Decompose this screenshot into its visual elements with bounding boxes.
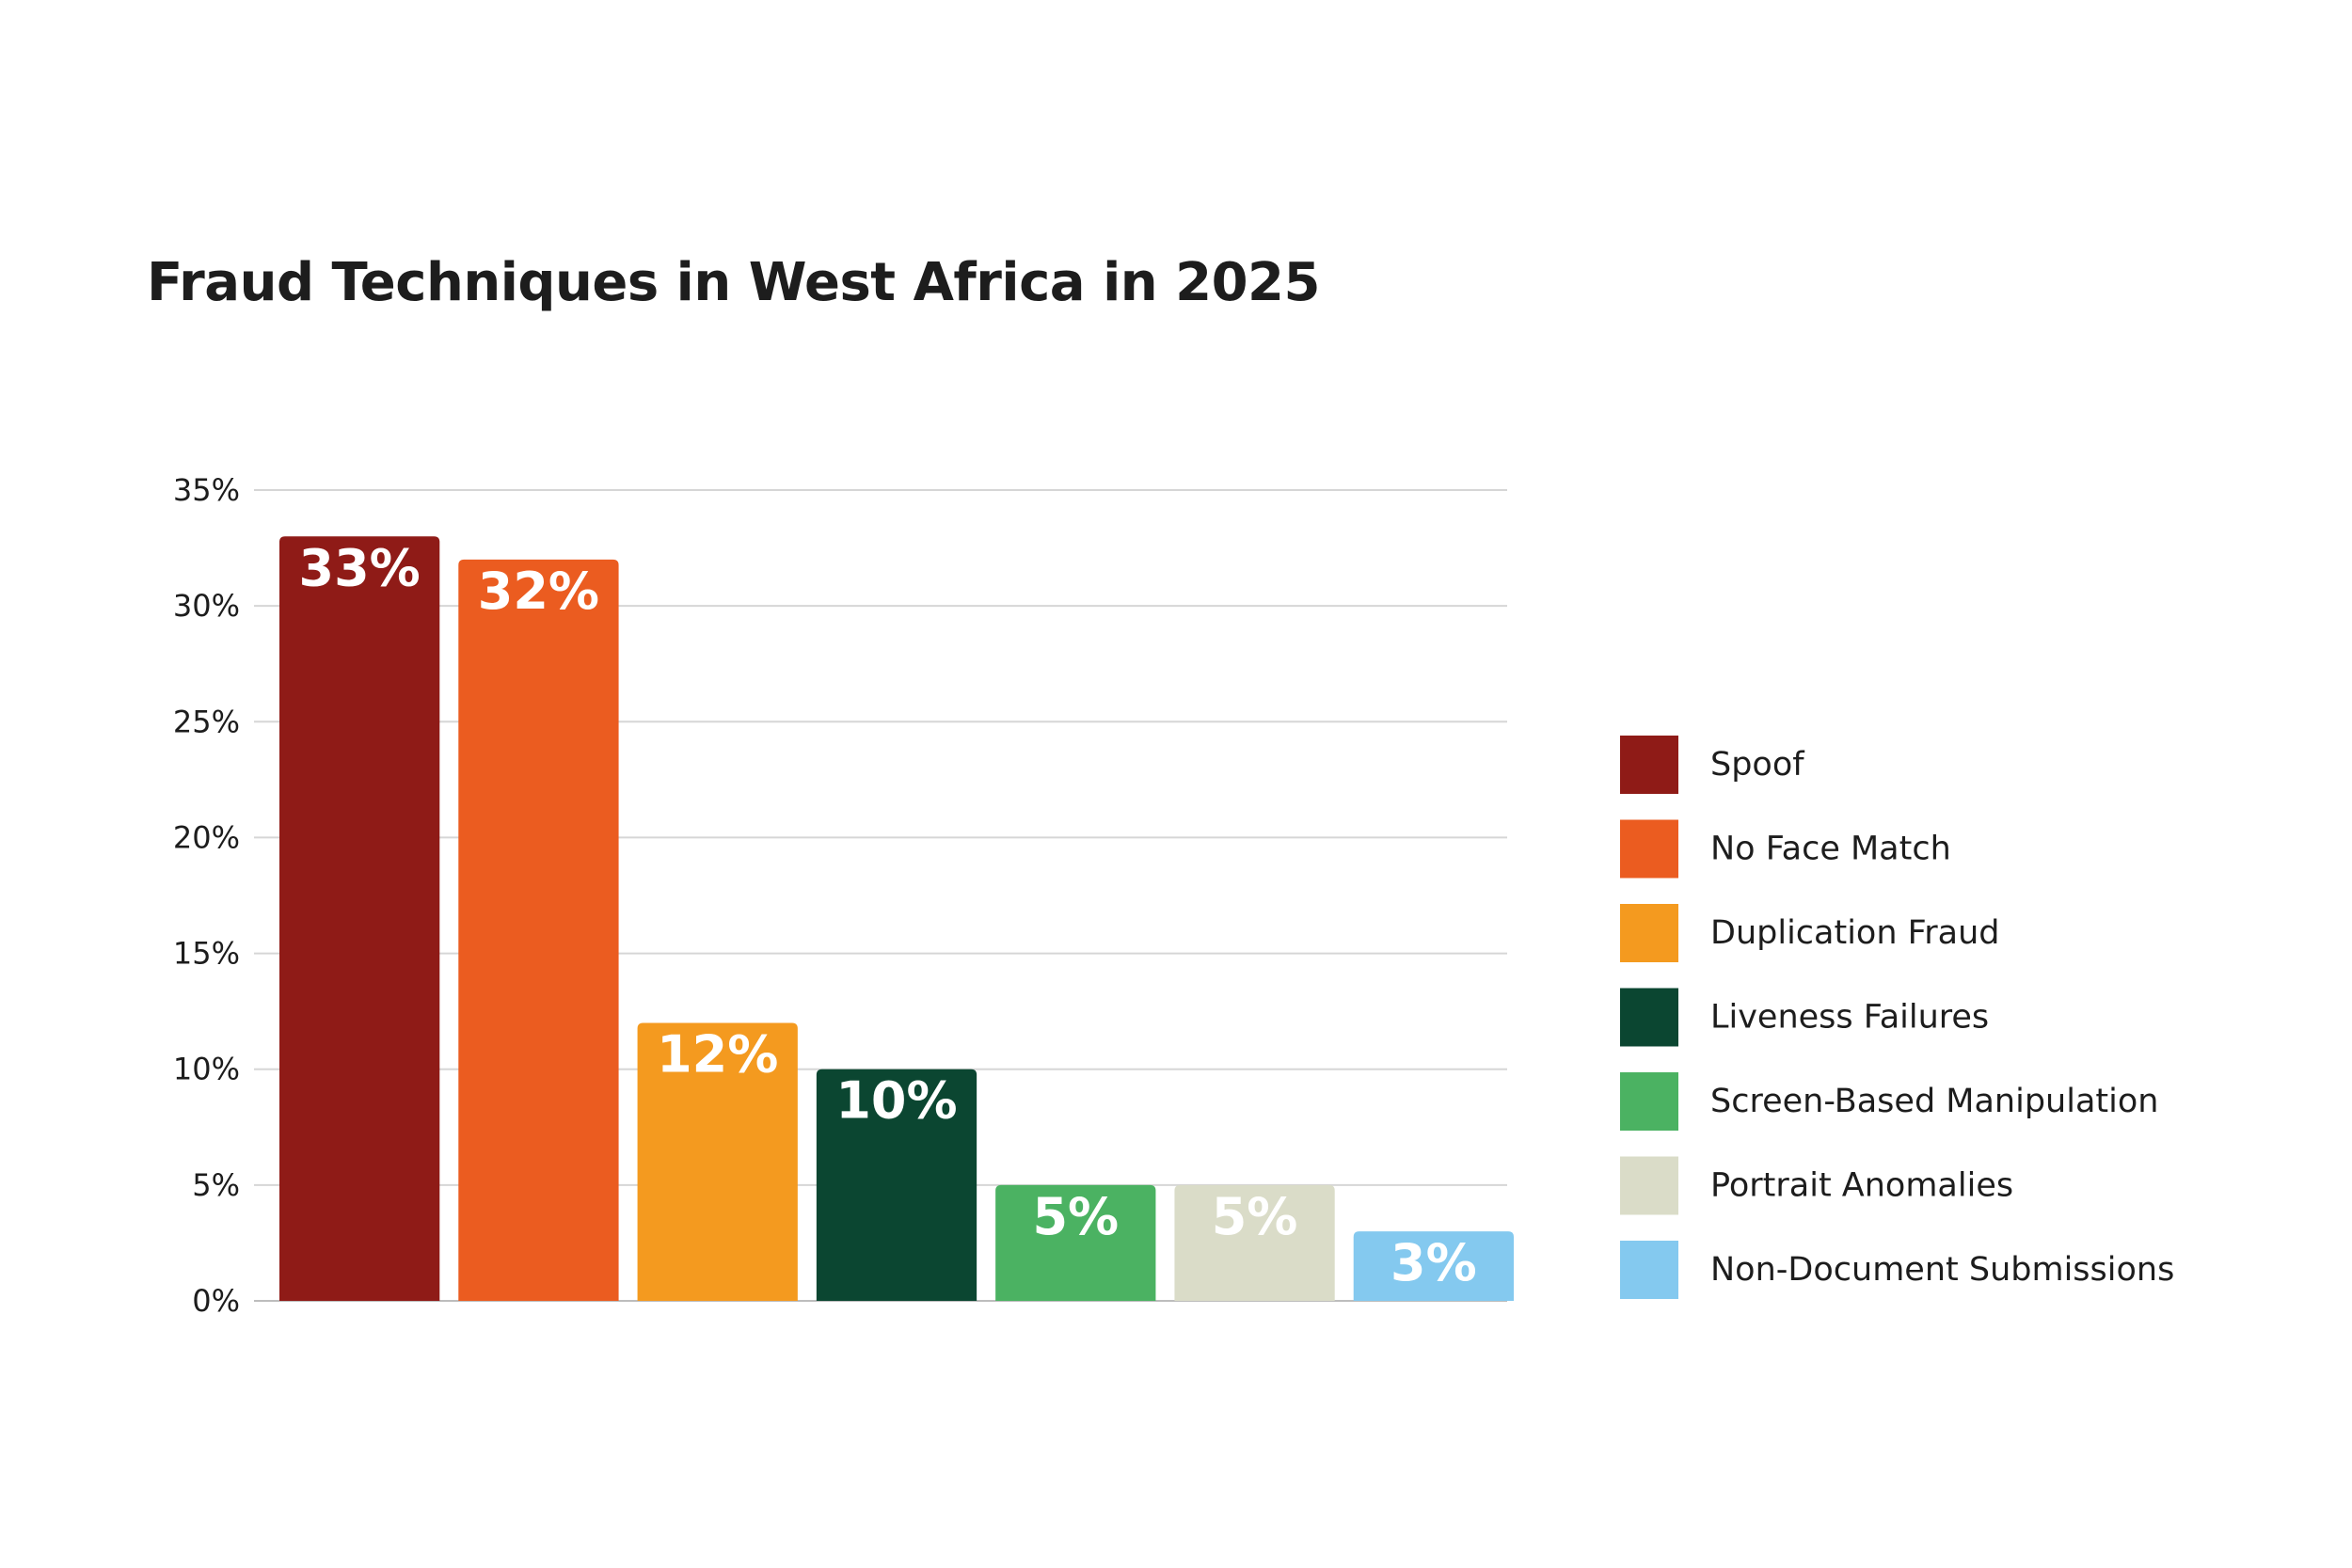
bar-spoof <box>279 536 440 1301</box>
legend-label: Liveness Failures <box>1710 999 1989 1037</box>
y-tick-label: 15% <box>173 936 240 972</box>
legend-swatch <box>1620 1072 1678 1131</box>
bars <box>279 536 1514 1301</box>
legend-label: Spoof <box>1710 746 1804 784</box>
legend-swatch <box>1620 736 1678 794</box>
bar-data-label: 5% <box>1032 1187 1119 1246</box>
legend-label: Portrait Anomalies <box>1710 1167 2013 1205</box>
legend-swatch <box>1620 819 1678 879</box>
legend-swatch <box>1620 904 1678 962</box>
bar-duplication-fraud <box>637 1022 798 1301</box>
legend-label: No Face Match <box>1710 831 1951 868</box>
legend: Spoof No Face Match Duplication Fraud Liven… <box>1620 736 2174 1299</box>
bar-data-labels: 33% 32% 12% 10% 5% 5% 3% <box>299 538 1477 1292</box>
chart-title: Fraud Techniques in West Africa in 2025 <box>147 252 1320 313</box>
bar-portrait-anomalies <box>1174 1184 1335 1301</box>
legend-swatch <box>1620 1241 1678 1299</box>
bar-data-label: 32% <box>478 562 599 621</box>
y-tick-label: 25% <box>173 704 240 739</box>
y-tick-label: 30% <box>173 588 240 624</box>
bar-data-label: 12% <box>657 1024 778 1084</box>
y-tick-label: 20% <box>173 819 240 855</box>
y-axis-ticks: 0% 5% 10% 15% 20% 25% 30% 35% <box>173 472 240 1319</box>
y-tick-label: 0% <box>192 1283 240 1319</box>
bar-data-label: 5% <box>1212 1187 1298 1246</box>
bar-non-document-submissions <box>1353 1231 1514 1301</box>
legend-label: Screen-Based Manipulation <box>1710 1083 2158 1120</box>
bar-no-face-match <box>458 559 619 1301</box>
legend-swatch <box>1620 1156 1678 1215</box>
y-tick-label: 5% <box>192 1167 240 1203</box>
bar-liveness-failures <box>816 1069 977 1301</box>
legend-swatch <box>1620 988 1678 1047</box>
legend-label: Duplication Fraud <box>1710 914 1999 952</box>
y-tick-label: 10% <box>173 1052 240 1087</box>
bar-data-label: 3% <box>1391 1233 1477 1292</box>
y-tick-label: 35% <box>173 472 240 508</box>
bar-data-label: 33% <box>299 538 421 597</box>
bar-data-label: 10% <box>835 1071 957 1131</box>
legend-label: Non-Document Submissions <box>1710 1251 2174 1289</box>
bar-screen-based-manipulation <box>995 1184 1156 1301</box>
